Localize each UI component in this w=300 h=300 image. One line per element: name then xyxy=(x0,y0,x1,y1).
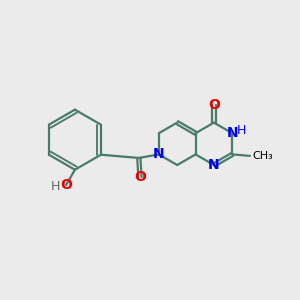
Text: O: O xyxy=(60,178,72,192)
Text: H: H xyxy=(236,124,246,137)
Text: H: H xyxy=(51,180,61,193)
Text: O: O xyxy=(208,98,220,112)
Text: N: N xyxy=(208,158,220,172)
Text: O: O xyxy=(134,170,146,184)
Text: N: N xyxy=(226,126,238,140)
Text: N: N xyxy=(153,147,165,161)
Text: CH₃: CH₃ xyxy=(252,151,273,161)
